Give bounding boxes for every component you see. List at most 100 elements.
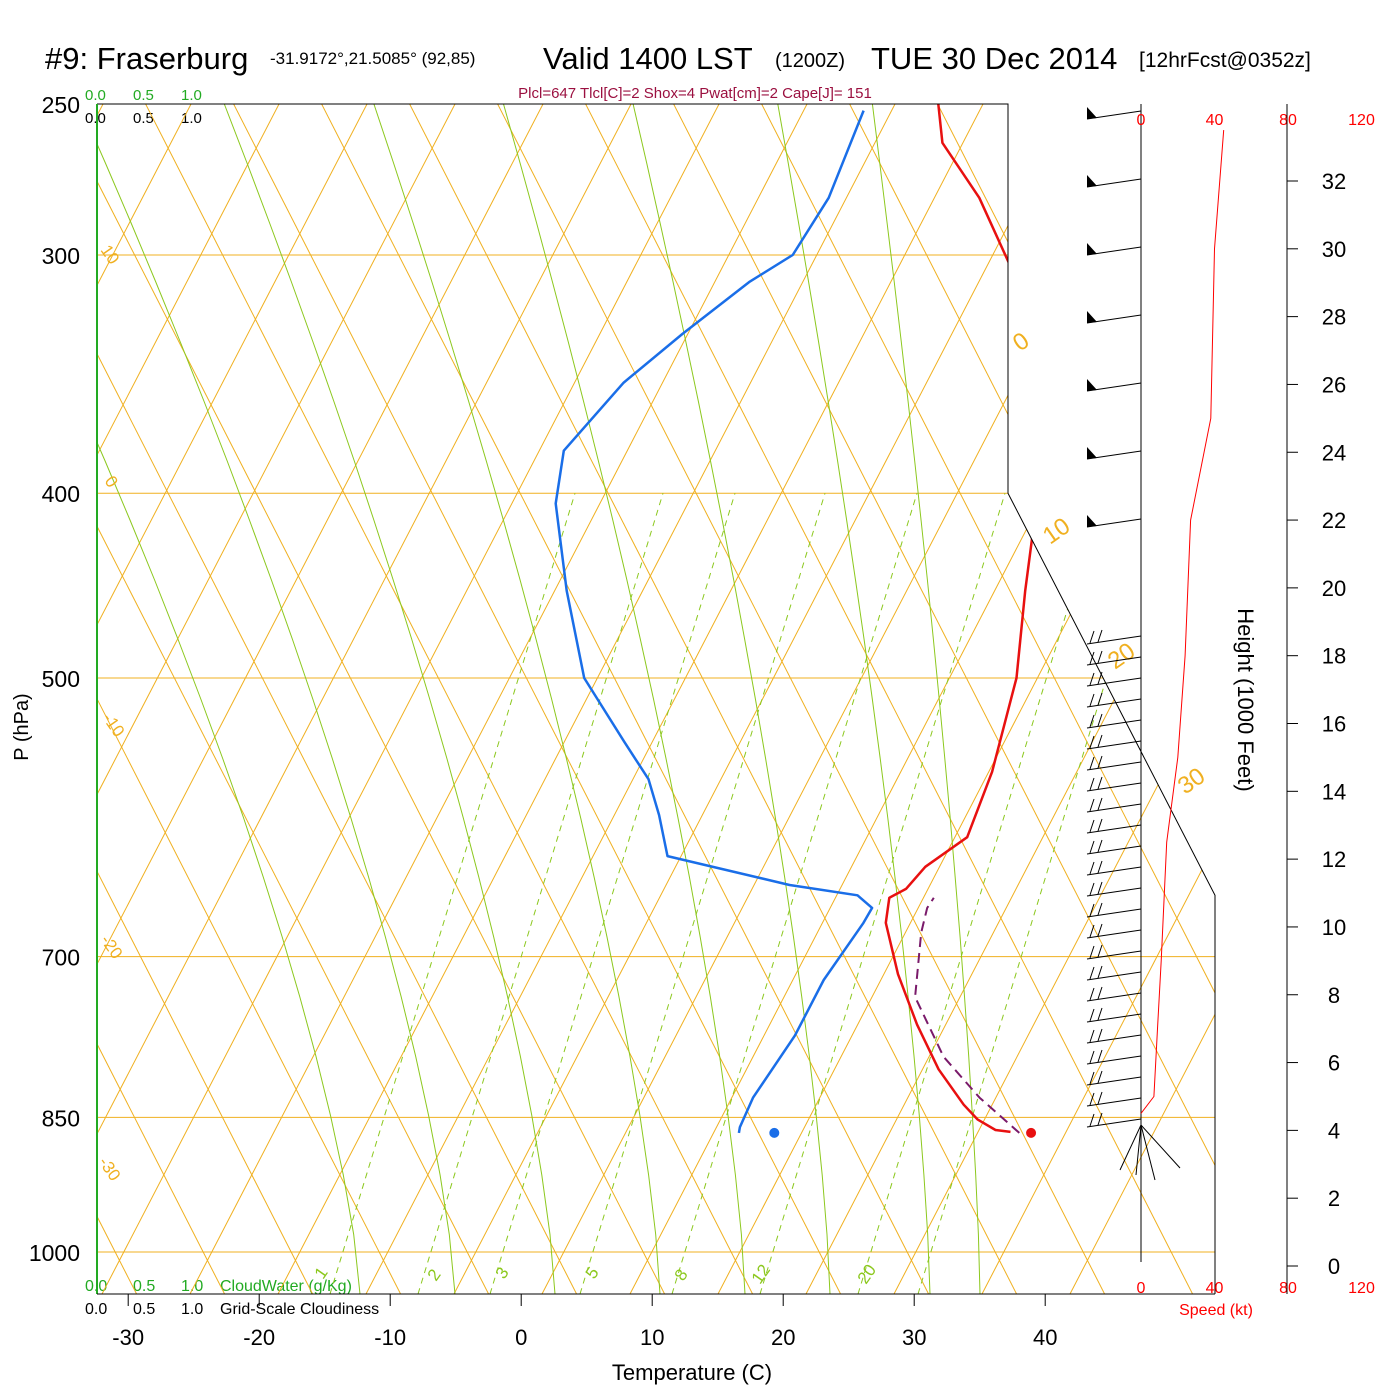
isotherm xyxy=(97,104,473,1294)
barb-feather xyxy=(1089,903,1095,917)
wind-barb xyxy=(1086,713,1142,729)
pressure-tick-label: 850 xyxy=(42,1105,80,1131)
wind-barb xyxy=(1086,902,1142,918)
dry-adiabat xyxy=(0,0,10,1294)
barb-feather xyxy=(1097,944,1103,958)
wind-barb xyxy=(1086,1007,1142,1023)
barb-staff xyxy=(1086,1013,1142,1023)
barb-staff xyxy=(1086,803,1142,813)
height-tick-label: 28 xyxy=(1322,305,1346,330)
barb-staff xyxy=(1086,908,1142,918)
dry-adiabat xyxy=(541,104,1215,1294)
mixing-ratio-line xyxy=(329,493,576,1294)
isotherm xyxy=(767,104,1215,1294)
height-tick-label: 22 xyxy=(1322,508,1346,533)
dry-adiabat xyxy=(1069,104,1215,1294)
barb-feather xyxy=(1097,1049,1103,1063)
moist-adiabat-lines xyxy=(97,104,981,1294)
barb-feather xyxy=(1089,945,1095,959)
speed-tick-label-bottom: 0 xyxy=(1137,1280,1146,1297)
barb-staff xyxy=(1086,1118,1142,1128)
barb-flag xyxy=(1087,447,1097,459)
chart-header: #9: Fraserburg -31.9172°,21.5085° (92,85… xyxy=(45,41,1311,102)
dry-adiabat xyxy=(97,104,715,1294)
height-tick-label: 2 xyxy=(1328,1186,1340,1211)
barb-staff xyxy=(1086,656,1142,666)
pressure-tick-label: 700 xyxy=(42,945,80,971)
moist-adiabat xyxy=(223,104,556,1294)
x-tick-label: 20 xyxy=(771,1325,795,1350)
barb-staff xyxy=(1086,950,1142,960)
moist-adiabat xyxy=(97,104,361,1294)
dry-adiabat xyxy=(893,104,1215,1294)
barb-staff xyxy=(1086,992,1142,1002)
wind-barb xyxy=(1086,776,1142,792)
isotherm-label-left: -10 xyxy=(99,709,129,740)
barb-feather xyxy=(1097,692,1103,706)
dry-adiabat xyxy=(97,104,539,1294)
dry-adiabat xyxy=(365,104,1067,1294)
wind-barb xyxy=(1086,671,1142,687)
isotherm-label-right: 20 xyxy=(1103,637,1140,674)
wind-barb xyxy=(1086,923,1142,939)
top-green-scale-2: 1.0 xyxy=(181,87,202,104)
height-tick-label: 30 xyxy=(1322,237,1346,262)
bottom-green-scale-1: 0.5 xyxy=(133,1278,155,1295)
x-tick-label: -20 xyxy=(243,1325,275,1350)
wind-speed-profile xyxy=(1140,130,1225,1114)
barb-feather xyxy=(1089,735,1095,749)
cloud-water-label: CloudWater (g/Kg) xyxy=(220,1278,352,1295)
wind-barb xyxy=(1086,944,1142,960)
barb-flag xyxy=(1087,379,1097,391)
bottom-black-scale-2: 1.0 xyxy=(181,1301,203,1318)
forecast-date: TUE 30 Dec 2014 xyxy=(871,41,1117,76)
barb-staff xyxy=(1086,887,1142,897)
speed-tick-label-top: 0 xyxy=(1137,112,1146,129)
cloud-scale-labels: 0.0 0.5 1.0 0.0 0.5 1.0 0.0 0.5 1.0 Clou… xyxy=(85,87,379,1318)
mixing-ratio-label: 8 xyxy=(671,1266,692,1285)
barb-staff xyxy=(1086,635,1142,645)
moist-adiabat xyxy=(871,104,981,1294)
barb-feather xyxy=(1089,987,1095,1001)
barb-staff xyxy=(1086,824,1142,834)
barb-staff xyxy=(1086,782,1142,792)
barb-feather xyxy=(1089,1029,1095,1043)
pressure-axis: 250 300 400 500 700 850 1000 xyxy=(29,92,80,1266)
mixing-ratio-line xyxy=(857,493,1104,1294)
height-tick-label: 4 xyxy=(1328,1118,1340,1143)
wind-barb xyxy=(1086,965,1142,981)
isotherm xyxy=(97,104,737,1294)
wind-barb xyxy=(1086,1091,1142,1107)
mixing-ratio-line xyxy=(917,493,1164,1294)
wind-barb xyxy=(1086,818,1142,834)
wind-barb xyxy=(1086,447,1142,460)
isotherm xyxy=(97,104,825,1294)
forecast-info: [12hrFcst@0352z] xyxy=(1139,49,1311,72)
height-tick-label: 24 xyxy=(1322,440,1346,465)
wind-barb xyxy=(1086,175,1142,188)
barb-feather xyxy=(1097,986,1103,1000)
barb-feather xyxy=(1097,650,1103,664)
y-axis-label: P (hPa) xyxy=(11,693,33,760)
isotherm-label-left: -20 xyxy=(97,931,127,962)
barb-staff xyxy=(1086,866,1142,876)
isotherm xyxy=(1031,104,1215,1294)
isotherm xyxy=(239,104,1001,1294)
bottom-black-scale-1: 0.5 xyxy=(133,1301,155,1318)
surface-dewpoint-marker xyxy=(769,1127,780,1138)
wind-barb xyxy=(1086,881,1142,897)
barb-feather xyxy=(1097,902,1103,916)
isotherm-label-right: 0 xyxy=(1008,327,1034,357)
wind-barb xyxy=(1086,515,1142,528)
mixing-ratio-line xyxy=(417,493,664,1294)
barb-staff xyxy=(1086,1076,1142,1086)
mixing-ratio-line xyxy=(579,493,826,1294)
top-black-scale-0: 0.0 xyxy=(85,110,106,127)
barb-feather xyxy=(1089,1113,1095,1127)
barb-staff xyxy=(1086,698,1142,708)
temperature-trace xyxy=(884,104,1041,1134)
barb-feather xyxy=(1089,819,1095,833)
height-tick-label: 14 xyxy=(1322,779,1346,804)
